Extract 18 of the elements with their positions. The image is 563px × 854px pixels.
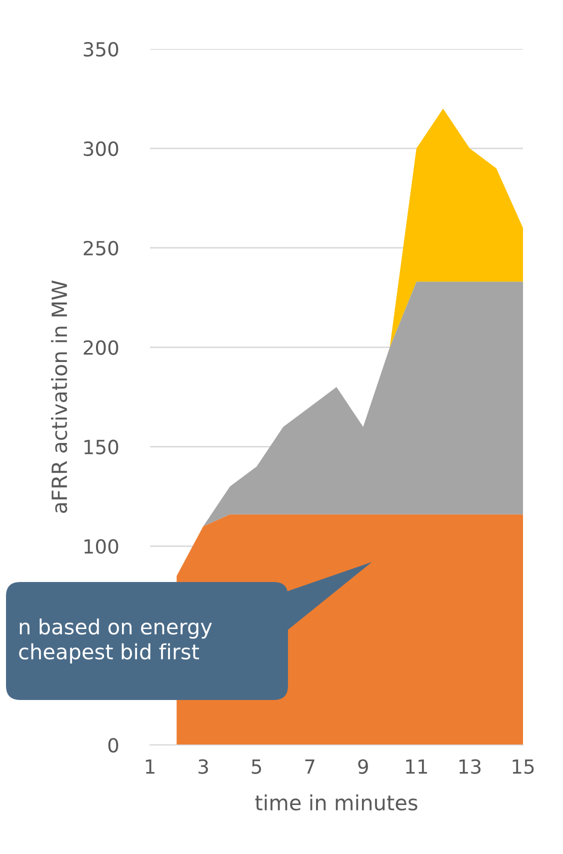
y-tick-label: 300	[84, 141, 118, 156]
x-tick-label: 5	[252, 759, 262, 774]
y-tick-label: 150	[84, 440, 118, 454]
x-tick-label: 7	[305, 759, 314, 774]
annotation: n based on energy cheapest bid first	[19, 618, 212, 664]
y-tick-label: 200	[84, 340, 118, 355]
x-tick-label: 13	[459, 759, 481, 774]
x-tick-label: 1	[146, 759, 154, 774]
y-axis-title: aFRR activation in MW	[51, 280, 68, 513]
y-tick-label: 100	[84, 539, 118, 554]
x-tick-label: 11	[406, 759, 428, 774]
y-tick-label: 0	[108, 738, 118, 753]
y-tick-label: 250	[84, 240, 118, 256]
x-axis-title: time in minutes	[255, 794, 418, 810]
x-tick-label: 9	[358, 759, 368, 774]
x-tick-label: 15	[512, 759, 534, 774]
y-tick-label: 350	[84, 42, 118, 57]
x-tick-label: 3	[198, 759, 208, 774]
